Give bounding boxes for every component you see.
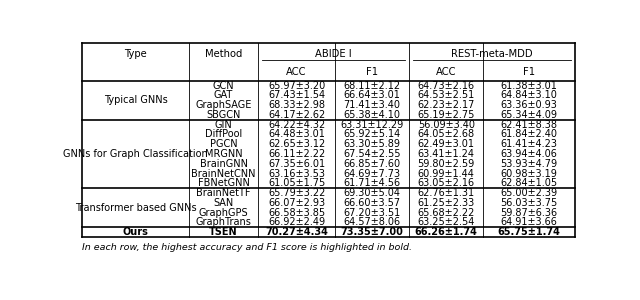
Text: 60.98±3.19: 60.98±3.19 (500, 169, 557, 178)
Text: ACC: ACC (436, 68, 456, 77)
Text: 65.68±2.22: 65.68±2.22 (418, 208, 475, 218)
Text: 66.85±7.60: 66.85±7.60 (344, 159, 401, 169)
Text: GNNs for Graph Classification: GNNs for Graph Classification (63, 149, 208, 159)
Text: 66.58±3.85: 66.58±3.85 (268, 208, 325, 218)
Text: ABIDE I: ABIDE I (316, 49, 352, 58)
Text: 64.53±2.51: 64.53±2.51 (418, 91, 475, 100)
Text: GraphSAGE: GraphSAGE (195, 100, 252, 110)
Text: BrainNetCNN: BrainNetCNN (191, 169, 256, 178)
Text: 65.75±1.74: 65.75±1.74 (498, 227, 561, 237)
Text: PGCN: PGCN (210, 139, 237, 149)
Text: 64.05±2.68: 64.05±2.68 (418, 130, 475, 140)
Text: GraphGPS: GraphGPS (199, 208, 248, 218)
Text: 65.19±2.75: 65.19±2.75 (418, 110, 475, 120)
Text: 70.27±4.34: 70.27±4.34 (265, 227, 328, 237)
Text: 61.38±3.01: 61.38±3.01 (500, 81, 557, 91)
Text: 66.26±1.74: 66.26±1.74 (415, 227, 477, 237)
Text: 65.79±3.22: 65.79±3.22 (268, 188, 325, 198)
Text: 64.69±7.73: 64.69±7.73 (344, 169, 401, 178)
Text: 66.60±3.57: 66.60±3.57 (344, 198, 401, 208)
Text: 73.35±7.00: 73.35±7.00 (340, 227, 403, 237)
Text: 64.73±2.16: 64.73±2.16 (418, 81, 475, 91)
Text: GCN: GCN (212, 81, 234, 91)
Text: BrainNetTF: BrainNetTF (196, 188, 251, 198)
Text: 64.91±3.66: 64.91±3.66 (500, 217, 557, 227)
Text: 65.38±4.10: 65.38±4.10 (344, 110, 401, 120)
Text: GAT: GAT (214, 91, 233, 100)
Text: 64.48±3.01: 64.48±3.01 (268, 130, 325, 140)
Text: Type: Type (124, 49, 147, 58)
Text: 60.99±1.44: 60.99±1.44 (418, 169, 475, 178)
Text: 53.93±4.79: 53.93±4.79 (500, 159, 558, 169)
Text: 61.84±2.40: 61.84±2.40 (500, 130, 557, 140)
Text: 63.25±2.54: 63.25±2.54 (418, 217, 475, 227)
Text: 56.03±3.75: 56.03±3.75 (500, 198, 558, 208)
Text: 59.87±6.36: 59.87±6.36 (500, 208, 558, 218)
Text: 63.05±2.16: 63.05±2.16 (418, 178, 475, 188)
Text: ACC: ACC (286, 68, 307, 77)
Text: 62.84±1.05: 62.84±1.05 (500, 178, 558, 188)
Text: FBNetGNN: FBNetGNN (198, 178, 250, 188)
Text: 67.20±3.51: 67.20±3.51 (344, 208, 401, 218)
Text: 66.07±2.93: 66.07±2.93 (268, 198, 325, 208)
Text: 62.65±3.12: 62.65±3.12 (268, 139, 325, 149)
Text: GIN: GIN (214, 120, 232, 130)
Text: 64.84±3.10: 64.84±3.10 (500, 91, 557, 100)
Text: 59.80±2.59: 59.80±2.59 (418, 159, 475, 169)
Text: DiffPool: DiffPool (205, 130, 242, 140)
Text: 62.49±3.01: 62.49±3.01 (418, 139, 475, 149)
Text: 61.25±2.33: 61.25±2.33 (418, 198, 475, 208)
Text: 62.76±1.31: 62.76±1.31 (418, 188, 475, 198)
Text: F1: F1 (366, 68, 378, 77)
Text: 63.30±5.89: 63.30±5.89 (344, 139, 401, 149)
Text: 64.57±8.06: 64.57±8.06 (344, 217, 401, 227)
Text: 63.41±1.24: 63.41±1.24 (418, 149, 475, 159)
Text: 67.54±2.55: 67.54±2.55 (343, 149, 401, 159)
Text: 63.36±0.93: 63.36±0.93 (500, 100, 557, 110)
Text: 65.34±4.09: 65.34±4.09 (500, 110, 557, 120)
Text: MRGNN: MRGNN (205, 149, 243, 159)
Text: 63.94±4.06: 63.94±4.06 (500, 149, 557, 159)
Text: 67.43±1.54: 67.43±1.54 (268, 91, 325, 100)
Text: 63.16±3.53: 63.16±3.53 (268, 169, 325, 178)
Text: 62.41±8.38: 62.41±8.38 (500, 120, 557, 130)
Text: SAN: SAN (213, 198, 234, 208)
Text: 65.00±2.39: 65.00±2.39 (500, 188, 558, 198)
Text: 68.33±2.98: 68.33±2.98 (268, 100, 325, 110)
Text: 61.71±4.56: 61.71±4.56 (344, 178, 401, 188)
Text: 65.97±3.20: 65.97±3.20 (268, 81, 325, 91)
Text: 56.09±3.40: 56.09±3.40 (418, 120, 475, 130)
Text: 67.35±6.01: 67.35±6.01 (268, 159, 325, 169)
Text: GraphTrans: GraphTrans (196, 217, 252, 227)
Text: In each row, the highest accuracy and F1 score is highlighted in bold.: In each row, the highest accuracy and F1… (83, 243, 413, 252)
Text: Transformer based GNNs: Transformer based GNNs (75, 203, 196, 213)
Text: 64.22±4.32: 64.22±4.32 (268, 120, 325, 130)
Text: F1: F1 (523, 68, 535, 77)
Text: 61.05±1.75: 61.05±1.75 (268, 178, 325, 188)
Text: 68.11±2.12: 68.11±2.12 (344, 81, 401, 91)
Text: 66.92±2.49: 66.92±2.49 (268, 217, 325, 227)
Text: 71.41±3.40: 71.41±3.40 (344, 100, 401, 110)
Text: TSEN: TSEN (209, 227, 238, 237)
Text: 66.64±3.01: 66.64±3.01 (344, 91, 401, 100)
Text: REST-meta-MDD: REST-meta-MDD (451, 49, 533, 58)
Text: 63.31±12.29: 63.31±12.29 (340, 120, 404, 130)
Text: 65.92±5.14: 65.92±5.14 (344, 130, 401, 140)
Text: 69.30±5.04: 69.30±5.04 (344, 188, 401, 198)
Text: 62.23±2.17: 62.23±2.17 (418, 100, 475, 110)
Text: SBGCN: SBGCN (206, 110, 241, 120)
Text: 64.17±2.62: 64.17±2.62 (268, 110, 325, 120)
Text: 66.11±2.22: 66.11±2.22 (268, 149, 325, 159)
Text: 61.41±4.23: 61.41±4.23 (500, 139, 557, 149)
Text: BrainGNN: BrainGNN (200, 159, 248, 169)
Text: Typical GNNs: Typical GNNs (104, 95, 168, 105)
Text: Ours: Ours (123, 227, 148, 237)
Text: Method: Method (205, 49, 243, 58)
